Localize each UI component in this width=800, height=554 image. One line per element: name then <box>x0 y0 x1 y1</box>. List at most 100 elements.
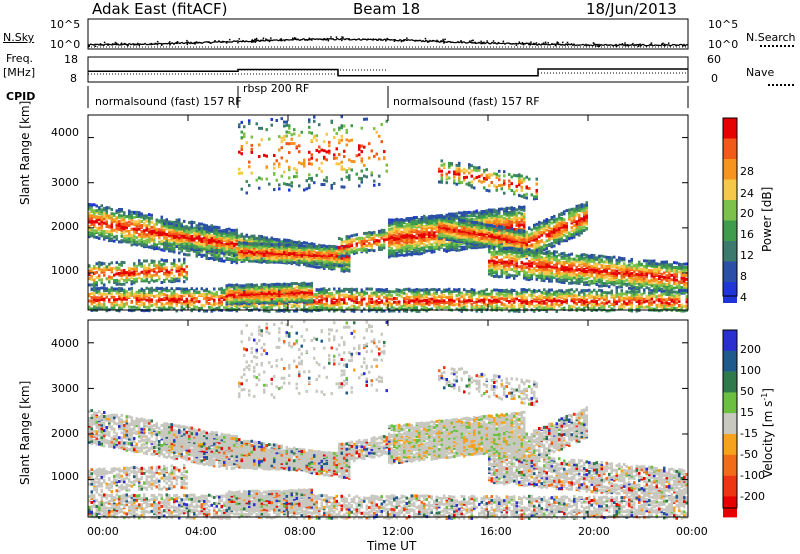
power-cell <box>400 234 403 238</box>
power-cell <box>255 254 258 258</box>
power-cell <box>570 207 573 211</box>
power-cell <box>128 220 131 224</box>
noise-point <box>292 37 294 40</box>
power-cell <box>383 238 386 242</box>
power-cell <box>165 225 168 229</box>
power-cell <box>315 262 318 266</box>
power-cell <box>268 238 271 242</box>
power-cell <box>460 226 463 230</box>
beam-title: Beam 18 <box>353 0 421 18</box>
power-cell <box>558 233 561 237</box>
noise-point <box>252 41 255 43</box>
power-cell <box>353 250 356 254</box>
power-cell <box>228 240 231 244</box>
power-cell <box>225 250 228 254</box>
power-cell <box>390 218 393 222</box>
power-cell <box>418 235 421 239</box>
power-cell <box>323 262 326 266</box>
power-cell <box>300 251 303 255</box>
power-cell <box>140 242 143 246</box>
noise-point <box>251 41 253 43</box>
power-cell <box>518 265 521 269</box>
power-cell <box>648 259 651 263</box>
power-cell <box>330 247 333 251</box>
power-cell <box>550 221 553 225</box>
power-cell <box>233 253 236 257</box>
power-cell <box>130 243 133 247</box>
power-cell <box>510 260 513 264</box>
power-cell <box>363 246 366 250</box>
power-cell <box>460 224 463 228</box>
power-cell <box>333 261 336 265</box>
power-cell <box>340 242 343 246</box>
power-cell <box>503 216 506 220</box>
power-cell <box>428 221 431 225</box>
power-cell <box>88 211 91 215</box>
power-cell <box>398 239 401 243</box>
power-cell <box>350 248 353 252</box>
power-cell <box>553 218 556 222</box>
power-cell <box>95 229 98 233</box>
power-cell <box>515 264 518 268</box>
power-cell <box>138 239 141 243</box>
power-cell <box>555 254 558 258</box>
power-cell <box>540 239 543 243</box>
power-cell <box>190 226 193 230</box>
power-cell <box>525 255 528 259</box>
power-cell <box>315 260 318 264</box>
power-cell <box>425 244 428 248</box>
power-cell <box>543 263 546 267</box>
power-cell <box>580 226 583 230</box>
power-cell <box>563 256 566 260</box>
power-cell <box>215 232 218 236</box>
power-cell <box>438 233 441 237</box>
power-cell <box>343 261 346 265</box>
power-cell <box>605 284 608 288</box>
power-cell <box>495 256 498 260</box>
power-cell <box>98 231 101 235</box>
power-cell <box>178 240 181 244</box>
power-cell <box>430 221 433 225</box>
power-cell <box>398 241 401 245</box>
power-cell <box>448 244 451 248</box>
power-cell <box>455 212 458 216</box>
power-cell <box>578 277 581 281</box>
power-cell <box>468 223 471 227</box>
power-cell <box>340 237 343 241</box>
power-cell <box>423 233 426 237</box>
power-cell <box>390 239 393 243</box>
power-cell <box>178 251 181 255</box>
power-cell <box>395 239 398 243</box>
power-cell <box>333 251 336 255</box>
power-cell <box>235 257 238 261</box>
power-cell <box>330 265 333 269</box>
power-cell <box>410 253 413 257</box>
power-cell <box>675 275 678 279</box>
power-cell <box>393 236 396 240</box>
power-cell <box>310 247 313 251</box>
power-cell <box>613 269 616 273</box>
power-cell <box>423 249 426 253</box>
power-cell <box>263 238 266 242</box>
power-cell <box>368 233 371 237</box>
power-cell <box>473 237 476 241</box>
power-cell <box>263 252 266 256</box>
power-cell <box>445 249 448 253</box>
noise-point <box>327 39 330 42</box>
power-cell <box>435 241 438 245</box>
power-cell <box>143 229 146 233</box>
power-cell <box>128 232 131 236</box>
power-cell <box>423 237 426 241</box>
power-cell <box>305 251 308 255</box>
power-cell <box>368 241 371 245</box>
power-cell <box>415 222 418 226</box>
power-cell <box>500 228 503 232</box>
power-cell <box>145 233 148 237</box>
power-cell <box>325 252 328 256</box>
power-cell <box>278 255 281 259</box>
power-cell <box>490 224 493 228</box>
power-cell <box>460 213 463 217</box>
power-cell <box>208 241 211 245</box>
power-cell <box>478 221 481 225</box>
